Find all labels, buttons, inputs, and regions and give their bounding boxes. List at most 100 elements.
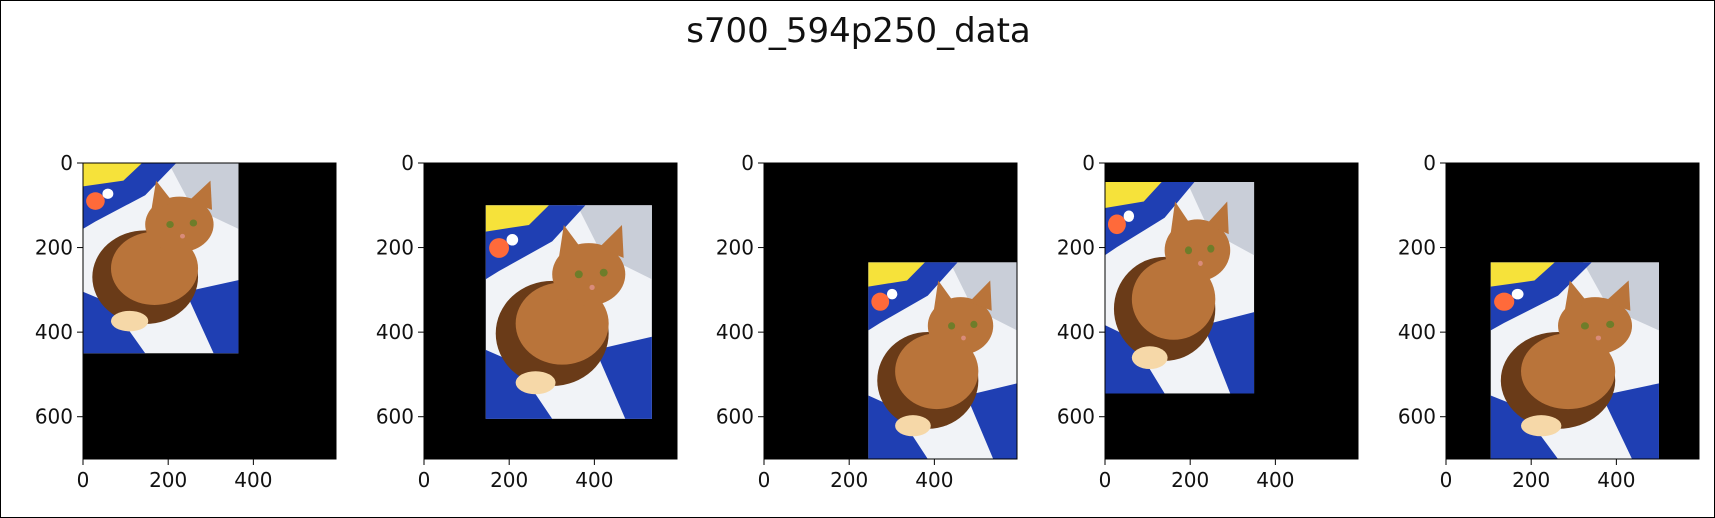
image-1 [83,163,239,354]
x-tick-label: 400 [1256,468,1294,492]
cat-nose [180,233,185,239]
cat-ear-right [969,280,992,311]
cat-photo [1105,182,1255,394]
y-tick-label: 400 [35,320,73,344]
axes-frame [82,162,337,460]
cat-eye-left [1580,322,1589,330]
x-tick-label: 0 [77,468,90,492]
cat-ear-left [151,180,174,210]
cat-eye-right [1207,244,1215,253]
cat-eye-left [948,322,956,330]
y-tick-label: 0 [60,151,73,175]
cat-paw [110,310,149,332]
white-pattern [102,188,114,199]
cat-ear-left [933,280,955,311]
cat-ear-left [558,224,583,258]
white-pattern [1123,210,1135,222]
blue-blanket-right [1203,312,1255,394]
y-tick-label: 400 [376,320,414,344]
yellow-patch [1105,182,1162,209]
white-pattern [506,234,519,246]
axes-frame [1104,162,1359,460]
y-tick-label: 0 [401,151,414,175]
image-5 [1490,262,1659,459]
y-tick-label: 600 [1398,405,1436,429]
y-tick-label: 200 [35,236,73,260]
yellow-patch [868,262,925,287]
y-tick-label: 0 [741,151,754,175]
cat-eye-right [1606,320,1615,329]
image-3 [868,262,1017,459]
x-tick-label: 400 [915,468,953,492]
cat-ear-right [598,224,624,258]
blue-blanket-right [185,280,239,354]
axes-frame [763,162,1018,460]
cat-ear-right [1605,280,1631,311]
cat-ear-left [1170,201,1192,235]
cat-photo [83,163,239,354]
orange-pattern [489,238,510,258]
x-tick-label: 0 [758,468,771,492]
figure-title: s700_594p250_data [686,11,1031,51]
y-tick-label: 600 [716,405,754,429]
orange-pattern [1107,214,1126,235]
y-tick-label: 600 [1057,405,1095,429]
subplot-1: 0 200 400 0 200 400 600 [35,151,337,492]
y-tick-label: 400 [1057,320,1095,344]
cat-ear-left [1564,280,1589,311]
x-tick-label: 400 [234,468,272,492]
y-tick-label: 600 [376,405,414,429]
orange-pattern [1494,292,1515,311]
cat-ear-right [1206,201,1229,235]
x-tick-label: 200 [830,468,868,492]
yellow-patch [1490,262,1555,287]
cat-nose [589,284,595,291]
cat-paw [515,371,556,395]
y-tick-label: 600 [35,405,73,429]
x-tick-label: 0 [1440,468,1453,492]
y-tick-label: 200 [1057,236,1095,260]
cat-paw [1131,346,1168,370]
white-pattern [886,288,898,300]
blue-blanket-right [595,336,652,419]
y-tick-label: 200 [376,236,414,260]
cat-ear-right [188,180,213,210]
blue-blanket-right [966,383,1017,459]
cat-head [1164,219,1231,282]
cat-photo [485,205,652,419]
cat-head [552,243,626,306]
x-tick-label: 200 [1512,468,1550,492]
subplot-4: 0 200 400 0 200 400 600 [1057,151,1359,492]
y-tick-label: 0 [1082,151,1095,175]
cat-eye-left [166,220,174,228]
cat-nose [1595,335,1602,341]
x-tick-label: 0 [418,468,431,492]
image-2 [485,205,652,419]
axes-frame [1445,162,1700,460]
blue-blanket-right [1601,383,1659,459]
axes-frame [423,162,678,460]
y-tick-label: 200 [1398,236,1436,260]
cat-paw [895,415,931,437]
orange-pattern [86,192,105,210]
cat-photo [868,262,1017,459]
x-tick-label: 200 [1171,468,1209,492]
y-tick-label: 400 [716,320,754,344]
cat-nose [961,335,966,341]
yellow-patch [485,205,549,232]
cat-nose [1198,260,1203,266]
x-tick-label: 200 [490,468,528,492]
cat-head [927,297,994,355]
cat-eye-left [574,270,583,279]
cat-eye-right [189,219,198,227]
y-tick-label: 200 [716,236,754,260]
cat-photo [1490,262,1659,459]
cat-head [1558,297,1633,355]
x-tick-label: 200 [149,468,187,492]
cat-head [145,196,214,253]
y-tick-label: 400 [1398,320,1436,344]
yellow-patch [83,163,143,187]
white-pattern [1511,288,1524,300]
